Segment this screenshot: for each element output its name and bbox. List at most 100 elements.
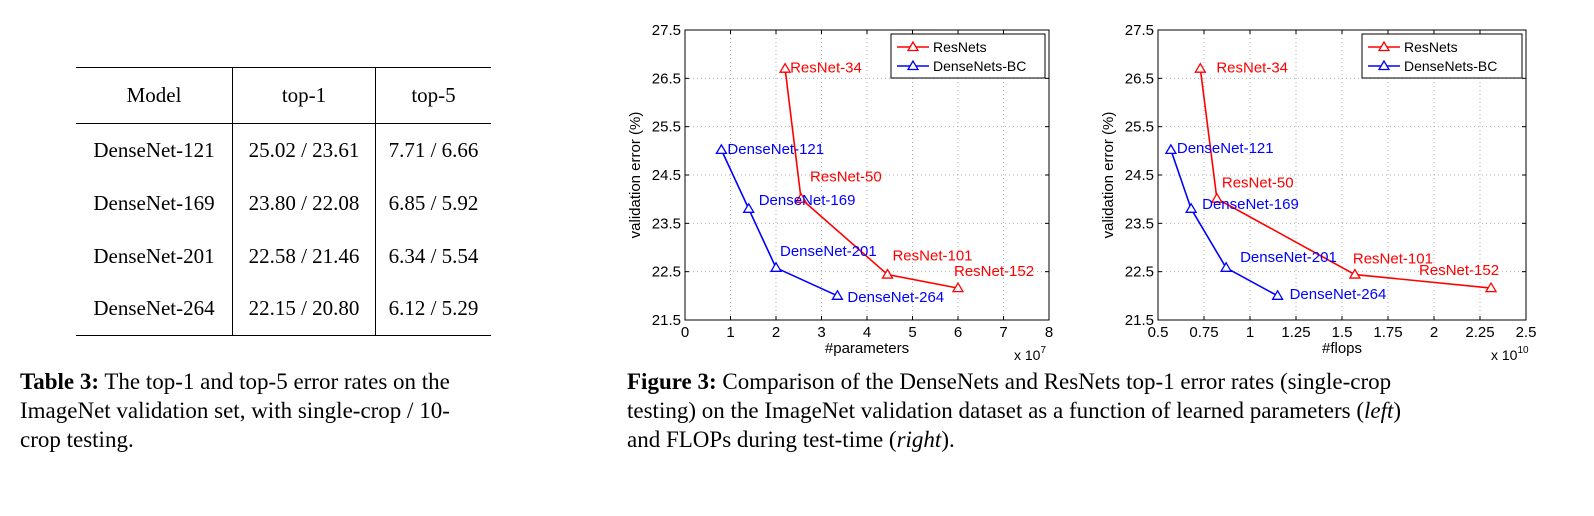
data-point-marker: [881, 268, 894, 279]
data-point-marker: [1484, 281, 1498, 293]
y-tick-label: 24.5: [1125, 167, 1154, 184]
table-cell-top1: 22.15 / 20.80: [232, 282, 376, 336]
figure-caption-line: and FLOPs during test-time (right).: [627, 425, 1587, 454]
x-tick-label: 5: [908, 324, 916, 341]
figure-caption: Figure 3: Comparison of the DenseNets an…: [627, 367, 1587, 454]
data-point-marker: [794, 192, 808, 203]
flops-vs-error-chart: 0.5 0.75 1 1.25 1.5 1.75 2 2.25 2.5 21.5 22.5 23.5 2…: [1100, 22, 1537, 363]
data-point-label: ResNet-50: [810, 169, 882, 186]
y-tick-label: 23.5: [1125, 215, 1154, 232]
x-tick-label: 0.75: [1189, 324, 1218, 341]
table-caption: Table 3: The top-1 and top-5 error rates…: [20, 367, 565, 454]
legend-label: DenseNets-BC: [1404, 58, 1497, 74]
data-point-label: DenseNet-201: [780, 243, 877, 260]
data-point-marker: [1271, 289, 1284, 300]
data-point-label: ResNet-101: [892, 248, 972, 265]
data-point-label: DenseNet-169: [759, 192, 856, 209]
x-tick-label: 7: [999, 324, 1007, 341]
y-tick-label: 24.5: [652, 167, 681, 184]
table-cell-model: DenseNet-264: [76, 282, 233, 336]
table-cell-top1: 25.02 / 23.61: [232, 123, 376, 177]
legend-label: ResNets: [1404, 39, 1458, 55]
x-tick-label: 1.5: [1332, 324, 1353, 341]
data-point-label: ResNet-34: [1216, 60, 1288, 77]
x-tick-label: 1.75: [1373, 324, 1402, 341]
y-tick-label: 27.5: [1125, 22, 1154, 39]
x-axis-label: #parameters: [825, 340, 909, 357]
legend-label: ResNets: [933, 39, 987, 55]
figure-caption-line: Figure 3: Comparison of the DenseNets an…: [627, 367, 1587, 396]
y-tick-label: 21.5: [652, 312, 681, 329]
series-line-resnets: [1199, 68, 1492, 289]
table-row: DenseNet-121 25.02 / 23.61 7.71 / 6.66: [76, 123, 491, 177]
y-tick-label: 25.5: [1125, 119, 1154, 136]
data-point-marker: [742, 202, 755, 213]
results-table-container: Model top-1 top-5 DenseNet-121 25.02 / 2…: [76, 67, 493, 336]
figure-caption-text: ): [1393, 398, 1402, 423]
data-point-marker: [1210, 192, 1224, 203]
data-point-marker: [1219, 261, 1233, 272]
figure-caption-text: testing) on the ImageNet validation data…: [627, 398, 1364, 423]
x-tick-label: 1.25: [1281, 324, 1310, 341]
table-row: DenseNet-169 23.80 / 22.08 6.85 / 5.92: [76, 176, 491, 230]
table-cell-top5: 6.12 / 5.29: [388, 296, 479, 321]
table-caption-text: The top-1 and top-5 error rates on the: [104, 369, 450, 394]
table-cell-top1: 23.80 / 22.08: [232, 176, 376, 230]
x-tick-label: 8: [1045, 324, 1053, 341]
data-point-marker: [1184, 202, 1198, 213]
data-point-label: DenseNet-121: [727, 141, 824, 158]
data-point-label: ResNet-34: [790, 60, 862, 77]
x-tick-label: 4: [863, 324, 871, 341]
table-cell-top5: 6.85 / 5.92: [388, 190, 479, 215]
y-axis-label: validation error (%): [627, 112, 644, 239]
series-line-densenets: [720, 149, 838, 297]
data-point-marker: [715, 143, 728, 155]
table-row: DenseNet-201 22.58 / 21.46 6.34 / 5.54: [76, 229, 491, 283]
table-cell-model: DenseNet-121: [76, 123, 233, 177]
x-tick-label: 0.5: [1148, 324, 1169, 341]
table-cell-top1: 22.58 / 21.46: [232, 229, 376, 283]
params-vs-error-chart: 0 1 2 3 4 5 6 7 8 21.5 22.5 23.5 24.5 25.5 26.5 27.5 #pa…: [627, 22, 1053, 363]
table-caption-line: Table 3: The top-1 and top-5 error rates…: [20, 367, 565, 396]
data-point-label: ResNet-152: [1419, 262, 1499, 279]
data-point-marker: [778, 62, 792, 73]
figure-caption-emphasis: right: [896, 427, 942, 452]
data-point-label: ResNet-101: [1353, 251, 1433, 268]
data-point-marker: [1348, 268, 1362, 279]
legend-swatch-marker: [1377, 59, 1391, 71]
x-tick-label: 2: [1430, 324, 1438, 341]
x-axis-multiplier: x 1010: [1491, 345, 1529, 363]
y-tick-label: 26.5: [652, 70, 681, 87]
data-point-marker: [1164, 143, 1178, 155]
x-tick-label: 2.5: [1516, 324, 1537, 341]
figure-caption-emphasis: left: [1364, 398, 1394, 423]
table-header-row: Model top-1 top-5: [76, 67, 491, 124]
y-tick-label: 23.5: [652, 215, 681, 232]
table-caption-label: Table 3:: [20, 369, 100, 394]
legend-swatch-marker: [1377, 40, 1391, 52]
y-tick-label: 25.5: [652, 119, 681, 136]
series-line-resnets: [784, 68, 959, 289]
y-axis-label: validation error (%): [1100, 112, 1117, 239]
table-caption-line: ImageNet validation set, with single-cro…: [20, 398, 450, 423]
error-rate-table: Model top-1 top-5 DenseNet-121 25.02 / 2…: [76, 67, 491, 336]
table-cell-model: DenseNet-169: [76, 176, 233, 230]
figure-caption-line: testing) on the ImageNet validation data…: [627, 396, 1587, 425]
x-tick-label: 3: [817, 324, 825, 341]
legend-label: DenseNets-BC: [933, 58, 1026, 74]
table-cell-model: DenseNet-201: [76, 229, 233, 283]
series-line-densenets: [1170, 149, 1278, 297]
data-point-label: DenseNet-169: [1202, 196, 1299, 213]
legend-swatch-marker: [906, 40, 920, 52]
data-point-marker: [951, 281, 965, 293]
table-row: DenseNet-264 22.15 / 20.80 6.12 / 5.29: [76, 282, 491, 336]
x-tick-label: 2.25: [1465, 324, 1494, 341]
data-point-label: ResNet-152: [954, 263, 1034, 280]
y-tick-label: 22.5: [1125, 264, 1154, 281]
y-tick-label: 21.5: [1125, 312, 1154, 329]
x-tick-label: 0: [681, 324, 689, 341]
column-header-model: Model: [76, 67, 233, 124]
figure-caption-text: Comparison of the DenseNets and ResNets …: [722, 369, 1392, 394]
column-header-top1: top-1: [232, 67, 376, 124]
y-tick-label: 22.5: [652, 264, 681, 281]
